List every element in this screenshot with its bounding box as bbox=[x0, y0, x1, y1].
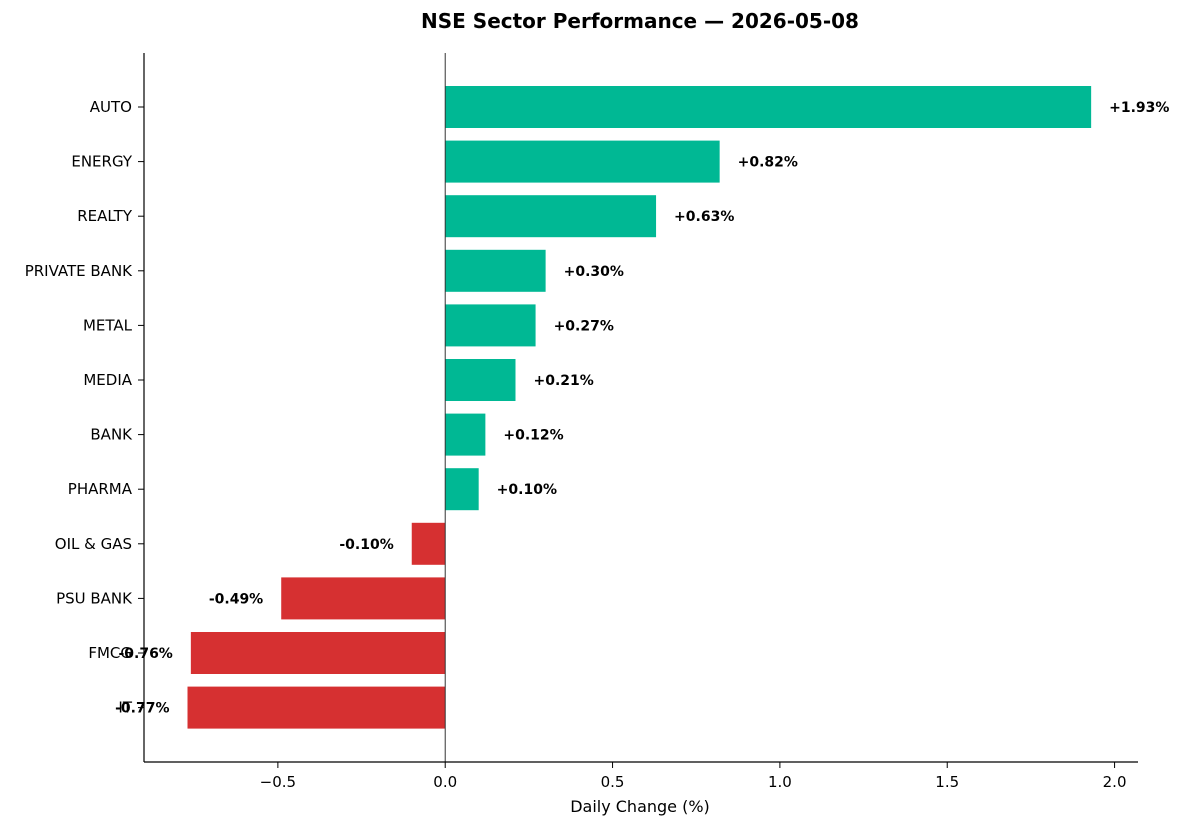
data-label: -0.77% bbox=[115, 701, 169, 717]
data-label: +0.82% bbox=[738, 155, 798, 171]
bar bbox=[190, 632, 446, 674]
x-tick-label: 0.0 bbox=[433, 773, 457, 791]
x-tick-label: 1.5 bbox=[935, 773, 959, 791]
y-tick-label: MEDIA bbox=[83, 371, 132, 389]
data-label: +1.93% bbox=[1109, 100, 1169, 116]
x-tick-label: −0.5 bbox=[260, 773, 296, 791]
data-label: +0.63% bbox=[674, 209, 734, 225]
y-tick-label: ENERGY bbox=[71, 153, 132, 171]
chart-title: NSE Sector Performance — 2026-05-08 bbox=[421, 9, 859, 33]
data-label: +0.30% bbox=[564, 264, 624, 280]
x-tick-label: 1.0 bbox=[768, 773, 792, 791]
y-tick-label: PRIVATE BANK bbox=[25, 262, 133, 280]
data-label: -0.76% bbox=[118, 646, 172, 662]
y-tick-label: FMCG bbox=[88, 644, 132, 662]
axes-layer: AUTO ENERGY REALTY PRIVATE BANK METAL MEDIA BA… bbox=[25, 53, 1138, 791]
data-label: +0.10% bbox=[497, 482, 557, 498]
bar bbox=[187, 686, 446, 729]
data-label: +0.21% bbox=[533, 373, 593, 389]
y-tick-label: OIL & GAS bbox=[55, 535, 132, 553]
data-label: -0.49% bbox=[209, 591, 263, 607]
bar bbox=[445, 359, 516, 401]
bar bbox=[445, 304, 536, 347]
bar bbox=[445, 86, 1092, 128]
data-label: -0.10% bbox=[339, 537, 393, 553]
bar bbox=[281, 577, 446, 620]
data-labels-layer: +1.93% +0.82% +0.63% +0.30% +0.27% +0.21% +0.1… bbox=[115, 100, 1169, 717]
x-tick-label: 2.0 bbox=[1103, 773, 1127, 791]
bar bbox=[445, 468, 479, 511]
bar bbox=[411, 522, 446, 565]
x-axis-label: Daily Change (%) bbox=[570, 797, 710, 816]
y-tick-label: IT bbox=[118, 699, 132, 717]
data-label: +0.27% bbox=[554, 318, 614, 334]
y-tick-label: PHARMA bbox=[68, 480, 133, 498]
bar bbox=[445, 195, 657, 238]
bar bbox=[445, 413, 486, 456]
y-tick-label: REALTY bbox=[77, 207, 133, 225]
x-tick-label: 0.5 bbox=[601, 773, 625, 791]
bar bbox=[445, 140, 720, 183]
y-tick-label: PSU BANK bbox=[56, 589, 133, 607]
y-tick-label: METAL bbox=[83, 316, 133, 334]
data-label: +0.12% bbox=[503, 428, 563, 444]
bars-layer bbox=[187, 86, 1092, 729]
y-tick-label: BANK bbox=[90, 426, 133, 444]
y-tick-label: AUTO bbox=[90, 98, 132, 116]
bar bbox=[445, 249, 546, 292]
